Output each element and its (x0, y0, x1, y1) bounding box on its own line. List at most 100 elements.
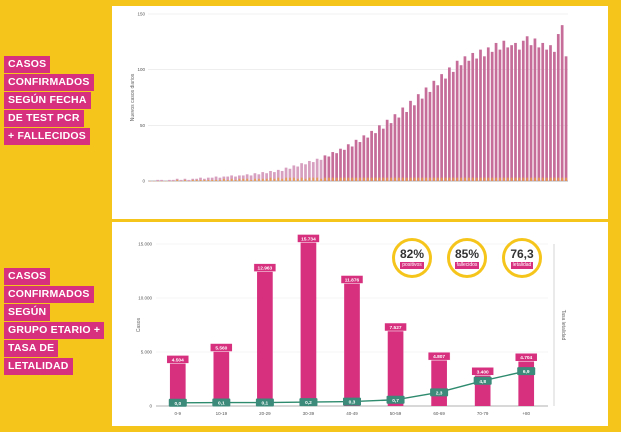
death-bar (452, 177, 455, 181)
death-bar (324, 177, 326, 181)
death-bar (561, 177, 564, 181)
death-bar (273, 178, 276, 181)
bar-value-label: 4.807 (433, 354, 445, 360)
case-bar (265, 173, 268, 181)
death-bar (355, 177, 358, 181)
x-tick-label: 10-19 (216, 411, 228, 416)
bottom-label-line: SEGÚN (4, 304, 51, 321)
case-bar (362, 135, 366, 181)
case-bar (455, 60, 459, 182)
death-bar (211, 179, 214, 181)
case-bar (510, 45, 513, 181)
case-bar (187, 179, 191, 181)
case-bar (490, 51, 494, 181)
bar-value-label: 5.560 (215, 346, 227, 352)
lethality-marker (517, 367, 536, 376)
x-tick-label: 60-69 (433, 411, 445, 416)
case-bar (486, 47, 490, 182)
death-bar (534, 177, 536, 181)
badge-fallecidos: 85% fallecidos (447, 238, 487, 278)
case-bar (206, 177, 210, 181)
case-bar (253, 173, 257, 181)
lethality-label: 0,7 (392, 398, 399, 404)
case-bar (218, 177, 222, 181)
case-bar (459, 65, 463, 181)
death-bar (386, 177, 389, 181)
case-bar (323, 155, 327, 181)
death-bar (433, 177, 435, 181)
case-bar (444, 78, 447, 181)
case-bar (521, 40, 525, 181)
case-bar (463, 56, 467, 181)
bar-value-box (340, 275, 364, 284)
death-bar (421, 177, 424, 181)
bar-value-label: 12.963 (258, 266, 273, 272)
case-bar (416, 94, 420, 181)
bottom-label-line: GRUPO ETARIO + (4, 322, 105, 339)
bar-value-label: 15.734 (301, 236, 316, 242)
case-bar (483, 56, 486, 181)
death-bar (370, 177, 373, 181)
death-bar (557, 177, 560, 181)
case-bar (156, 179, 160, 181)
lethality-label: 0,3 (349, 400, 356, 406)
death-bar (394, 177, 396, 181)
death-bar (417, 177, 420, 181)
case-bar (276, 169, 280, 181)
death-bar (312, 177, 315, 181)
case-bar (191, 178, 195, 181)
x-tick-label: 50-59 (390, 411, 402, 416)
bar-value-box (514, 352, 538, 362)
case-bar (331, 152, 335, 181)
death-bar (366, 177, 369, 181)
badge-value: 76,3 (510, 246, 534, 261)
case-bar (238, 175, 241, 181)
death-bar (541, 177, 544, 181)
case-bar (234, 176, 237, 181)
death-bar (277, 177, 280, 181)
y-axis-label: Nuevos casos diarios (130, 73, 136, 121)
death-bar (401, 177, 404, 181)
top-label-line: CASOS (4, 56, 51, 73)
bar-value-box (471, 367, 494, 376)
death-bar (184, 179, 186, 181)
case-bar (436, 85, 440, 181)
x-tick-label: 70-79 (477, 411, 489, 416)
badge-positivos: 82% positivos (392, 238, 432, 278)
bar-value-box (166, 355, 190, 364)
x-tick-label: 20-29 (259, 411, 271, 416)
case-bar (319, 159, 323, 181)
lethality-marker (343, 397, 361, 406)
case-bar (261, 172, 265, 181)
top-chart-panel (112, 6, 608, 219)
case-bar (424, 87, 428, 181)
case-bar (288, 168, 292, 181)
case-bar (311, 162, 315, 181)
death-bar (499, 177, 501, 181)
case-bar (249, 175, 253, 181)
case-bar (343, 149, 346, 181)
case-bar (308, 160, 311, 181)
death-bar (335, 177, 338, 181)
case-bar (533, 38, 537, 181)
case-bar (541, 42, 545, 181)
case-bar (230, 175, 233, 181)
death-bar (281, 178, 284, 181)
case-bar (160, 179, 163, 181)
age-bar (213, 345, 230, 406)
age-bar (431, 354, 447, 406)
death-bar (351, 177, 354, 181)
case-bar (327, 156, 331, 181)
death-bar (382, 177, 385, 181)
x-tick-label: 40-49 (346, 411, 358, 416)
top-label-line: SEGÚN FECHA (4, 92, 91, 109)
top-label-line: CONFIRMADOS (4, 74, 94, 91)
case-bar (183, 178, 187, 181)
bar-value-box (427, 351, 451, 361)
age-bar (518, 355, 535, 406)
death-bar (456, 177, 459, 181)
death-bar (363, 177, 365, 181)
case-bar (385, 119, 389, 181)
bar-value-box (210, 343, 233, 352)
